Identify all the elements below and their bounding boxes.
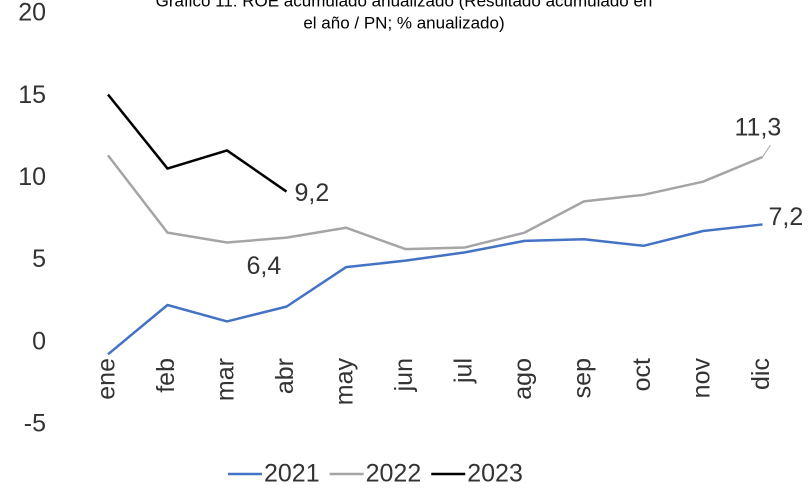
y-tick-label: 15 [18,81,46,109]
y-tick-label: 10 [18,163,46,191]
x-tick-label: sep [569,358,597,398]
x-tick-label: may [331,358,359,406]
y-tick-label: 20 [18,0,46,27]
x-tick-label: ago [509,358,537,400]
x-tick-label: mar [212,358,240,401]
series-line [107,93,288,193]
x-tick-label: jun [390,358,418,392]
y-tick-label: -5 [24,410,46,438]
y-tick-label: 0 [32,327,46,355]
x-tick-label: oct [628,358,656,391]
x-tick-label: jul [450,358,478,384]
series-line [107,154,763,251]
legend-label: 2022 [366,460,422,488]
y-tick-label: 5 [32,245,46,273]
x-tick-label: ene [93,358,121,400]
chart-title: el año / PN; % anualizado) [303,13,504,32]
data-label: 11,3 [735,114,782,142]
legend-label: 2023 [467,460,523,488]
data-label: 9,2 [295,179,330,207]
data-label: 7,2 [769,203,804,231]
legend-label: 2021 [264,460,320,488]
x-tick-label: feb [152,358,180,393]
series-line [107,223,763,356]
x-tick-label: nov [688,358,716,399]
data-label: 6,4 [247,252,282,280]
leader-line [762,144,771,158]
chart-title: Gráfico 11: ROE acumulado anualizado (Re… [156,0,653,10]
x-tick-label: abr [271,358,299,394]
x-tick-label: dic [747,358,775,390]
